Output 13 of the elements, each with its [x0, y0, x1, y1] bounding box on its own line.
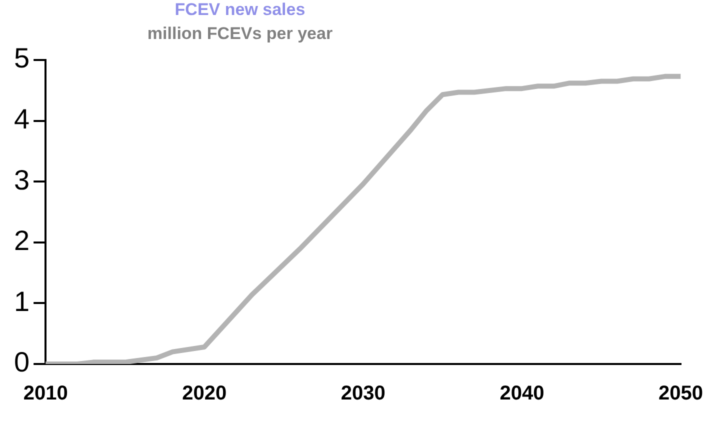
y-tick-label: 3: [14, 164, 30, 196]
chart-subtitle: million FCEVs per year: [146, 24, 334, 44]
y-tick-label: 5: [14, 42, 30, 74]
x-tick-label: 2040: [500, 382, 544, 405]
y-tick-label: 1: [14, 286, 30, 317]
y-tick-label: 4: [14, 104, 30, 135]
chart-title: FCEV new sales: [174, 0, 306, 20]
y-tick-label: 2: [14, 225, 30, 256]
x-tick-label: 2050: [658, 382, 704, 405]
x-tick-label: 2030: [340, 382, 386, 405]
y-tick-label: 0: [14, 346, 30, 378]
x-tick-label: 2020: [182, 382, 227, 405]
x-tick-label: 2010: [23, 382, 68, 405]
